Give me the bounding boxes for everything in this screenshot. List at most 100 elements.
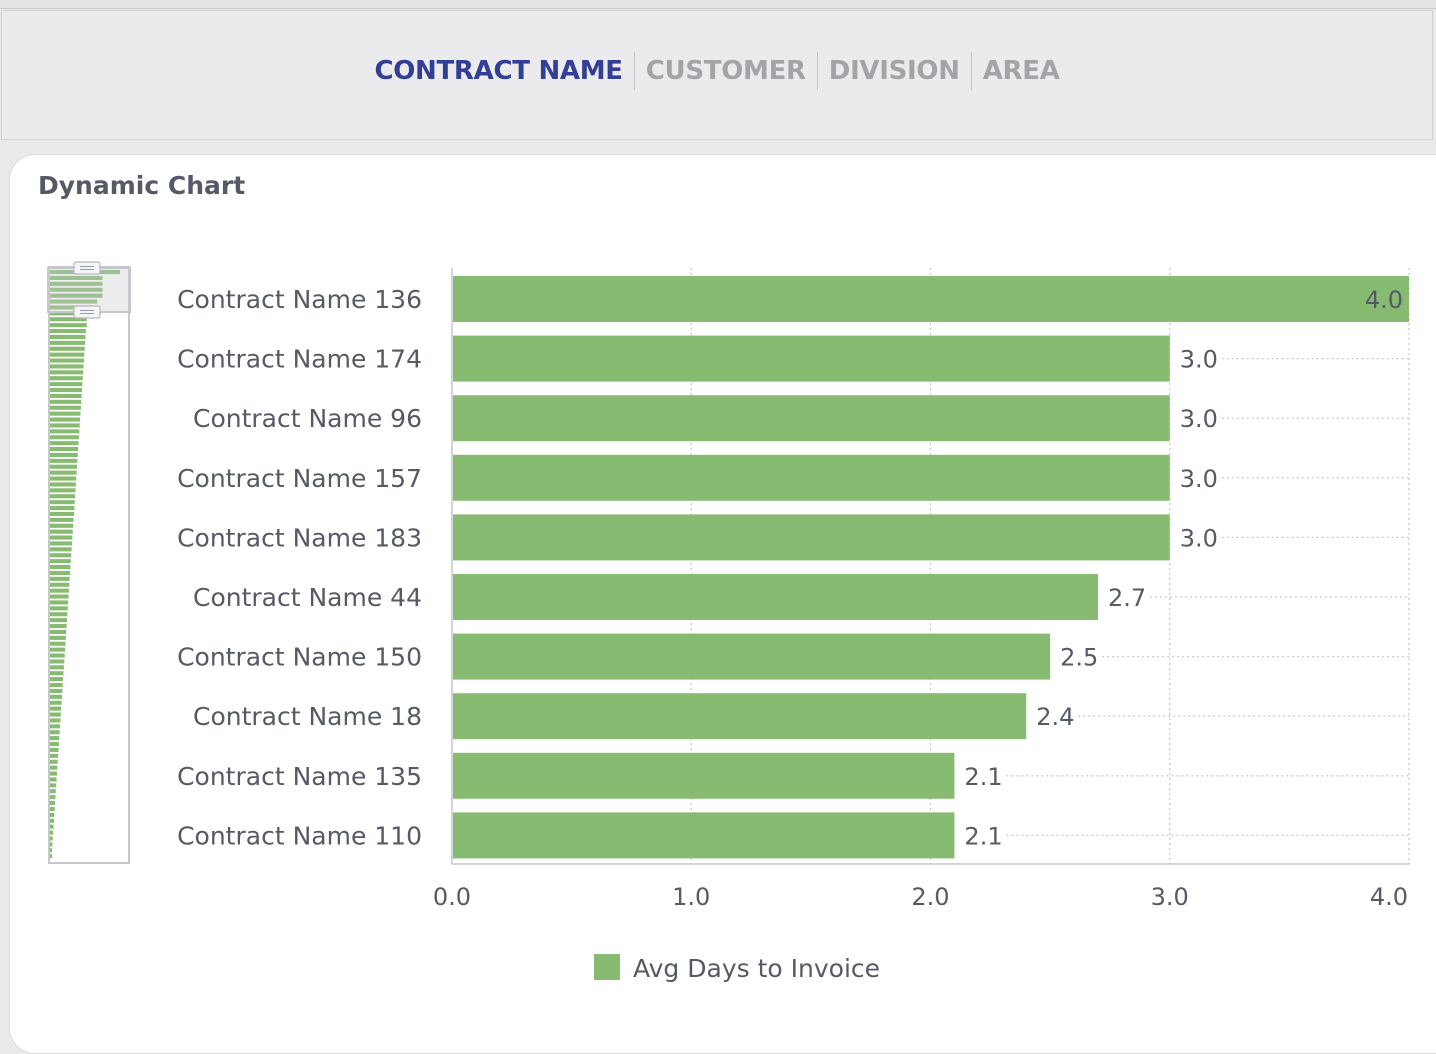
navigator-bar xyxy=(50,706,62,711)
navigator-bar xyxy=(50,659,65,664)
navigator-bar xyxy=(50,848,52,853)
data-label: 2.7 xyxy=(1108,584,1146,612)
legend-swatch[interactable] xyxy=(594,954,620,980)
bar[interactable] xyxy=(453,752,955,799)
navigator-bar xyxy=(50,517,74,522)
navigator-bar xyxy=(50,311,92,316)
navigator-bar xyxy=(50,417,81,422)
x-tick-label: 0.0 xyxy=(433,883,471,911)
navigator-bar xyxy=(50,559,71,564)
navigator-bar xyxy=(50,470,77,475)
legend-label[interactable]: Avg Days to Invoice xyxy=(633,954,880,983)
navigator-bar xyxy=(50,612,68,617)
navigator-bar xyxy=(50,665,64,670)
navigator-bar xyxy=(50,464,78,469)
navigator-bar xyxy=(50,388,83,393)
navigator-bar xyxy=(50,688,63,693)
category-label: Contract Name 18 xyxy=(193,702,422,731)
navigator-bar xyxy=(50,647,66,652)
bar[interactable] xyxy=(453,812,955,859)
navigator-bar xyxy=(50,724,61,729)
tab-area[interactable]: AREA xyxy=(982,56,1060,86)
navigator-bar xyxy=(50,423,80,428)
category-label: Contract Name 44 xyxy=(193,583,422,612)
bar[interactable] xyxy=(453,395,1170,442)
bar[interactable] xyxy=(453,574,1098,620)
navigator-handle[interactable] xyxy=(73,261,101,275)
bar[interactable] xyxy=(453,693,1027,740)
navigator-bar xyxy=(50,523,74,528)
navigator-bar xyxy=(50,535,73,540)
data-label: 3.0 xyxy=(1180,524,1218,552)
tab-contract-name[interactable]: CONTRACT NAME xyxy=(374,56,623,86)
navigator-bar xyxy=(50,452,78,457)
navigator-bar xyxy=(50,405,81,410)
bar[interactable] xyxy=(453,633,1051,680)
navigator-bar xyxy=(50,482,76,487)
navigator-bar xyxy=(50,441,79,446)
navigator-bar xyxy=(50,600,69,605)
navigator-bar xyxy=(50,329,86,334)
navigator-bar xyxy=(50,494,76,499)
navigator-bar xyxy=(50,671,64,676)
data-label: 2.1 xyxy=(964,763,1002,791)
navigator-handle[interactable] xyxy=(73,305,101,319)
navigator-bar xyxy=(50,476,77,481)
navigator-bar xyxy=(50,411,81,416)
bar[interactable] xyxy=(453,514,1170,561)
category-label: Contract Name 183 xyxy=(177,523,422,552)
navigator-bar xyxy=(50,305,94,310)
category-label: Contract Name 150 xyxy=(177,643,422,672)
tab-customer[interactable]: CUSTOMER xyxy=(645,56,806,86)
navigator-bar xyxy=(50,759,58,764)
data-label: 2.4 xyxy=(1036,703,1074,731)
bar-chart: Contract Name 136 4.0 Contract Name 174 3.0… xyxy=(47,261,1410,983)
bar[interactable] xyxy=(453,454,1170,501)
navigator-bar xyxy=(50,753,59,758)
data-label: 4.0 xyxy=(1365,286,1403,314)
navigator-bar xyxy=(50,293,103,298)
category-label: Contract Name 136 xyxy=(177,285,422,314)
navigator-bar xyxy=(50,789,56,794)
data-label: 2.1 xyxy=(964,822,1002,850)
navigator-bar xyxy=(50,582,70,587)
navigator-bar xyxy=(50,435,79,440)
navigator-bar xyxy=(50,323,87,328)
x-tick-label: 1.0 xyxy=(672,883,710,911)
navigator-bar xyxy=(50,346,85,351)
tab-separator xyxy=(633,52,635,90)
navigator-bar xyxy=(50,842,53,847)
category-label: Contract Name 110 xyxy=(177,821,422,850)
navigator-bar xyxy=(50,393,82,398)
navigator-bar xyxy=(50,712,61,717)
navigator-bar xyxy=(50,334,86,339)
navigator-bar xyxy=(50,370,84,375)
navigator-bar xyxy=(50,854,52,859)
navigator-bar xyxy=(50,618,68,623)
navigator-bar xyxy=(50,765,58,770)
dimension-tab-bar: CONTRACT NAME CUSTOMER DIVISION AREA xyxy=(1,10,1433,140)
navigator-bar xyxy=(50,281,103,286)
navigator-bar xyxy=(50,570,71,575)
x-tick-label: 2.0 xyxy=(911,883,949,911)
navigator-bar xyxy=(50,747,59,752)
navigator-bar xyxy=(50,364,84,369)
navigator-bar xyxy=(50,529,73,534)
navigator-bar xyxy=(50,653,65,658)
bar[interactable] xyxy=(453,276,1409,322)
navigator-bar xyxy=(50,771,57,776)
navigator-bar xyxy=(50,588,69,593)
navigator-bar xyxy=(50,783,57,788)
data-label: 2.5 xyxy=(1060,644,1098,672)
navigator-bar xyxy=(50,299,98,304)
navigator-bar xyxy=(50,429,80,434)
navigator-bar xyxy=(50,795,56,800)
navigator-bar xyxy=(50,812,55,817)
bar[interactable] xyxy=(453,335,1170,382)
navigator-bar xyxy=(50,565,71,570)
navigator-bar xyxy=(50,275,103,280)
navigator-bar xyxy=(50,594,69,599)
tab-division[interactable]: DIVISION xyxy=(828,56,960,86)
navigator-bar xyxy=(50,340,86,345)
navigator-bar xyxy=(50,606,68,611)
